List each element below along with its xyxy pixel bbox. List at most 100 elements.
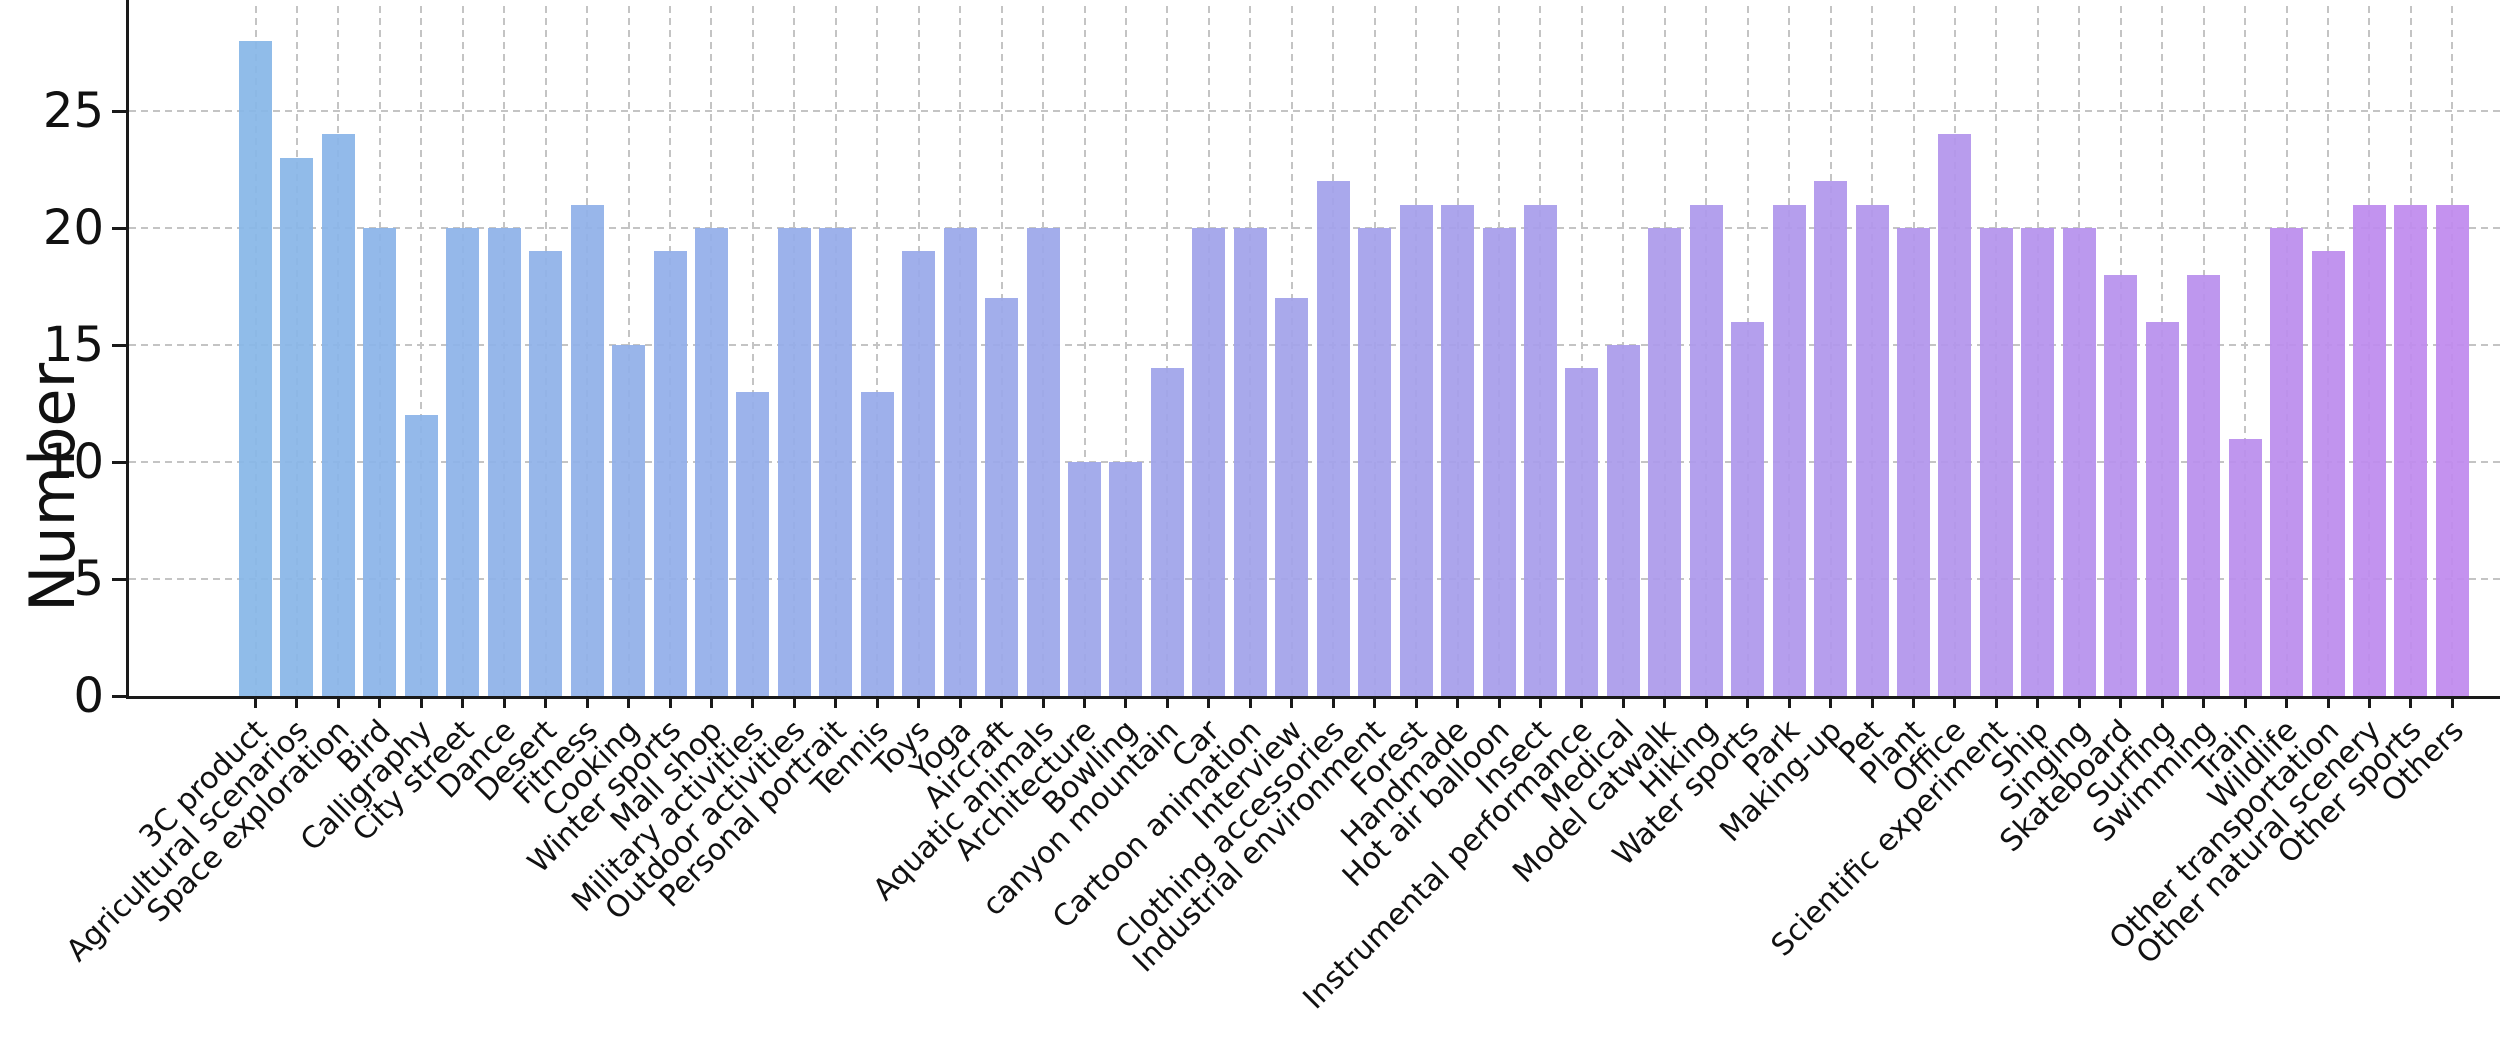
y-tick xyxy=(112,694,126,698)
bar-calligraphy xyxy=(404,415,438,696)
x-tick xyxy=(295,696,299,708)
x-tick xyxy=(1787,696,1791,708)
x-tick xyxy=(1580,696,1584,708)
x-tick xyxy=(1331,696,1335,708)
y-axis-spine xyxy=(126,0,129,699)
x-tick xyxy=(336,696,340,708)
x-tick xyxy=(1870,696,1874,708)
bar-other-sports xyxy=(2394,204,2428,696)
y-axis-title: Number xyxy=(16,362,89,612)
bar-city-street xyxy=(446,228,480,696)
bar-outdoor-activities xyxy=(777,228,811,696)
y-tick xyxy=(112,343,126,347)
bar-ship xyxy=(2021,228,2055,696)
x-tick xyxy=(709,696,713,708)
bar-instrumental-performance xyxy=(1565,368,1599,696)
y-tick-label: 5 xyxy=(73,551,104,607)
bar-singing xyxy=(2062,228,2096,696)
x-tick xyxy=(2036,696,2040,708)
bar-surfing xyxy=(2145,321,2179,696)
bar-other-natural-scenery xyxy=(2352,204,2386,696)
y-tick-label: 15 xyxy=(42,317,104,373)
x-axis-spine xyxy=(126,696,2500,699)
x-tick xyxy=(585,696,589,708)
x-tick xyxy=(1953,696,1957,708)
bar-military-activities xyxy=(736,391,770,696)
x-tick xyxy=(1994,696,1998,708)
y-grid-line xyxy=(129,227,2500,229)
bar-insect xyxy=(1523,204,1557,696)
bar-medical xyxy=(1606,345,1640,696)
bar-dance xyxy=(487,228,521,696)
x-tick xyxy=(834,696,838,708)
bar-desert xyxy=(529,251,563,696)
x-tick-label: Agricultural scenarios xyxy=(59,713,315,969)
x-tick xyxy=(668,696,672,708)
x-tick xyxy=(419,696,423,708)
y-tick xyxy=(112,226,126,230)
bar-scientific-experiment xyxy=(1979,228,2013,696)
bar-clothing-accessories xyxy=(1316,181,1350,696)
x-tick xyxy=(1124,696,1128,708)
bar-winter-sports xyxy=(653,251,687,696)
x-tick xyxy=(2077,696,2081,708)
y-grid-line xyxy=(129,461,2500,463)
x-tick xyxy=(1912,696,1915,708)
bar-cooking xyxy=(612,345,646,696)
x-tick xyxy=(1165,696,1169,708)
bar-agricultural-scenarios xyxy=(280,157,314,696)
bar-train xyxy=(2228,438,2262,696)
x-tick xyxy=(1373,696,1377,708)
x-grid-line xyxy=(876,6,879,696)
y-tick-label: 0 xyxy=(73,668,104,724)
x-tick xyxy=(2409,696,2413,708)
bar-architecture xyxy=(1068,462,1101,696)
bar-toys xyxy=(902,251,936,696)
bar-yoga xyxy=(943,228,977,696)
x-tick xyxy=(1497,696,1501,708)
x-tick xyxy=(378,696,382,708)
bar-forest xyxy=(1399,204,1433,696)
bar-park xyxy=(1772,204,1806,696)
x-tick xyxy=(1248,696,1252,708)
bar-interview xyxy=(1275,298,1309,696)
x-tick xyxy=(1663,696,1667,708)
y-tick xyxy=(112,577,126,581)
y-tick-label: 25 xyxy=(42,83,104,139)
x-tick xyxy=(1207,696,1211,708)
bar-others xyxy=(2435,204,2469,696)
x-tick xyxy=(1083,696,1086,708)
bar-fitness xyxy=(570,204,604,696)
y-tick xyxy=(112,109,126,113)
x-grid-line xyxy=(1580,6,1583,696)
bar-space-exploration xyxy=(321,134,355,696)
x-grid-line xyxy=(420,6,423,696)
x-tick xyxy=(1290,696,1294,708)
bar-water-sports xyxy=(1731,321,1765,696)
x-tick xyxy=(2119,696,2123,708)
bar-skateboard xyxy=(2104,274,2138,696)
x-tick xyxy=(1829,696,1833,708)
x-tick xyxy=(1456,696,1460,708)
x-tick xyxy=(544,696,548,708)
x-tick xyxy=(875,696,879,708)
bar-bird xyxy=(363,228,397,696)
x-grid-line xyxy=(1124,6,1127,696)
x-tick xyxy=(1746,696,1750,708)
bar-industrial-environment xyxy=(1358,228,1392,696)
bar-car xyxy=(1192,228,1226,696)
x-tick xyxy=(627,696,631,708)
y-grid-line xyxy=(129,578,2500,580)
bar-other-transportation xyxy=(2311,251,2345,696)
y-tick-label: 10 xyxy=(42,434,104,490)
x-tick xyxy=(2202,696,2206,708)
x-tick xyxy=(1538,696,1542,708)
x-tick xyxy=(502,696,506,708)
x-tick xyxy=(2285,696,2289,708)
bar-cartoon-animation xyxy=(1233,228,1267,696)
x-grid-line xyxy=(2244,6,2247,696)
x-tick xyxy=(1414,696,1418,708)
x-tick xyxy=(2243,696,2247,708)
x-tick xyxy=(2326,696,2330,708)
x-tick xyxy=(917,696,921,708)
